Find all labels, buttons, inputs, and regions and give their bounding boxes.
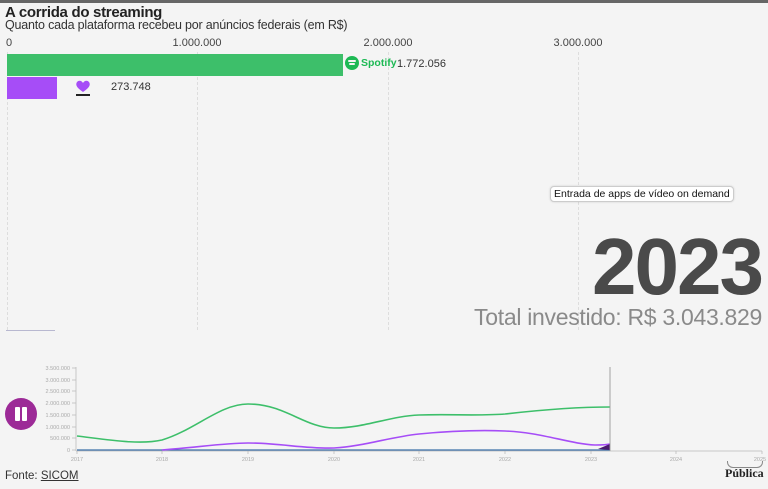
gridline-0	[7, 52, 8, 330]
bar-value-deezer: 273.748	[111, 81, 151, 93]
spotify-logo-text: Spotify	[361, 57, 397, 69]
spotify-logo-icon	[345, 56, 359, 70]
pause-icon-bar-right	[22, 407, 27, 421]
x-tick-2022: 2022	[499, 457, 511, 463]
source-credit: Fonte: SICOM	[5, 470, 79, 482]
x-tick-0: 0	[6, 37, 13, 49]
total-invested: Total investido: R$ 3.043.829	[474, 304, 762, 331]
gridline-1m	[197, 52, 198, 330]
bar-scroll-indicator	[6, 330, 55, 331]
top-border	[0, 0, 768, 3]
timeline-chart[interactable]: 3.500.000 3.000.000 2.500.000 2.000.000 …	[0, 360, 768, 470]
x-tick-2020: 2020	[328, 457, 340, 463]
x-tick-2025: 2025	[754, 457, 766, 463]
y-tick-2500000: 2.500.000	[46, 389, 70, 395]
x-tick-2m: 2.000.000	[363, 37, 413, 49]
pause-button[interactable]	[5, 398, 37, 430]
x-tick-2019: 2019	[242, 457, 254, 463]
bar-value-spotify: 1.772.056	[397, 58, 446, 70]
y-tick-1000000: 1.000.000	[46, 425, 70, 431]
annotation-label: Entrada de apps de vídeo on demand	[550, 186, 734, 202]
line-spotify	[76, 403, 611, 443]
y-tick-0: 0	[67, 448, 70, 454]
spotify-logo: Spotify	[345, 56, 397, 70]
source-label: Fonte:	[5, 470, 38, 482]
source-link[interactable]: SICOM	[40, 470, 79, 482]
bar-spotify	[7, 54, 343, 76]
x-tick-2021: 2021	[413, 457, 425, 463]
chart-title: A corrida do streaming	[5, 4, 163, 21]
x-tick-2017: 2017	[71, 457, 83, 463]
publica-logo[interactable]: Pública	[725, 466, 764, 480]
gridline-2m	[388, 52, 389, 330]
x-tick-2023: 2023	[585, 457, 597, 463]
bar-deezer	[7, 77, 57, 99]
x-tick-3m: 3.000.000	[553, 37, 603, 49]
x-tick-2018: 2018	[156, 457, 168, 463]
x-tick-1m: 1.000.000	[172, 37, 222, 49]
current-year: 2023	[592, 222, 764, 311]
total-value: R$ 3.043.829	[627, 304, 762, 330]
y-tick-500000: 500.000	[50, 436, 70, 442]
y-tick-1500000: 1.500.000	[46, 413, 70, 419]
total-label: Total investido:	[474, 304, 622, 330]
y-tick-3500000: 3.500.000	[46, 366, 70, 372]
deezer-heart-logo-icon	[76, 80, 90, 96]
x-tick-2024: 2024	[670, 457, 682, 463]
current-frame-marker	[598, 444, 610, 450]
y-tick-2000000: 2.000.000	[46, 401, 70, 407]
line-deezer	[161, 429, 611, 451]
pause-icon-bar-left	[15, 407, 20, 421]
y-tick-3000000: 3.000.000	[46, 378, 70, 384]
chart-subtitle: Quanto cada plataforma recebeu por anúnc…	[5, 18, 348, 32]
